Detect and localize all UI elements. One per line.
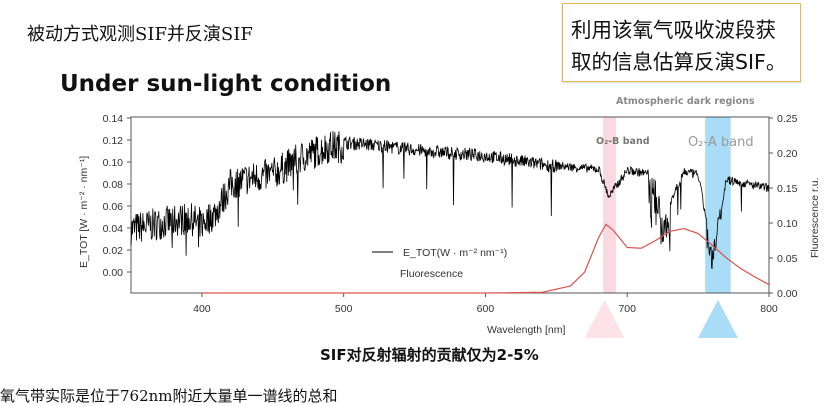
left-y-axis-label: E_TOT [W · m⁻² · nm⁻¹] [78, 156, 90, 268]
svg-text:0.14: 0.14 [103, 113, 124, 125]
o2a-triangle-marker [697, 300, 738, 338]
o2b-band-region [603, 117, 616, 293]
svg-text:500: 500 [335, 303, 353, 315]
fluorescence-series-line [201, 223, 770, 294]
x-axis: 400 500 600 700 800 [193, 293, 778, 315]
svg-text:0.00: 0.00 [777, 288, 798, 300]
dark-regions-label: Atmospheric dark regions [616, 96, 755, 107]
plot-frame [130, 116, 770, 294]
svg-text:0.20: 0.20 [777, 148, 798, 160]
svg-text:0.06: 0.06 [103, 201, 124, 213]
left-y-axis: 0.00 0.02 0.04 0.06 0.08 0.10 0.12 0.14 [103, 113, 131, 279]
legend-etot-label: E_TOT(W · m⁻² nm⁻¹) [403, 247, 507, 259]
slide-title: 被动方式观测SIF并反演SIF [27, 24, 253, 45]
svg-text:0.12: 0.12 [103, 135, 124, 147]
o2a-band-label: O₂-A band [688, 135, 754, 150]
o2b-band-label: O₂-B band [596, 136, 650, 147]
o2a-band-region [705, 117, 731, 293]
svg-text:400: 400 [193, 303, 211, 315]
svg-text:0.05: 0.05 [777, 253, 798, 265]
svg-text:600: 600 [477, 303, 495, 315]
right-y-axis-label: Fluorescence r.u. [809, 177, 821, 258]
o2b-triangle-marker [584, 300, 625, 338]
right-y-axis: 0.00 0.05 0.10 0.15 0.20 0.25 [769, 113, 798, 300]
svg-text:0.10: 0.10 [103, 157, 124, 169]
svg-text:0.02: 0.02 [103, 245, 124, 257]
svg-text:0.15: 0.15 [777, 183, 798, 195]
legend-fluorescence-label: Fluorescence [400, 268, 463, 280]
svg-text:0.10: 0.10 [777, 218, 798, 230]
bottom-note: 氧气带实际是位于762nm附近大量单一谱线的总和 [0, 387, 338, 405]
svg-text:0.00: 0.00 [103, 267, 124, 279]
svg-text:0.08: 0.08 [103, 179, 124, 191]
callout-box: 利用该氧气吸收波段获 取的信息估算反演SIF。 [562, 3, 801, 82]
svg-text:700: 700 [618, 303, 636, 315]
svg-text:0.25: 0.25 [777, 113, 798, 125]
callout-line-2: 取的信息估算反演SIF。 [571, 50, 787, 74]
svg-text:0.04: 0.04 [103, 223, 124, 235]
svg-text:800: 800 [760, 303, 778, 315]
chart-heading: Under sun-light condition [60, 71, 392, 97]
x-axis-label: Wavelength [nm] [487, 324, 565, 336]
sif-contribution-note: SIF对反射辐射的贡献仅为2-5% [320, 346, 539, 364]
callout-line-1: 利用该氧气吸收波段获 [571, 18, 776, 42]
etot-series-line [130, 131, 769, 270]
